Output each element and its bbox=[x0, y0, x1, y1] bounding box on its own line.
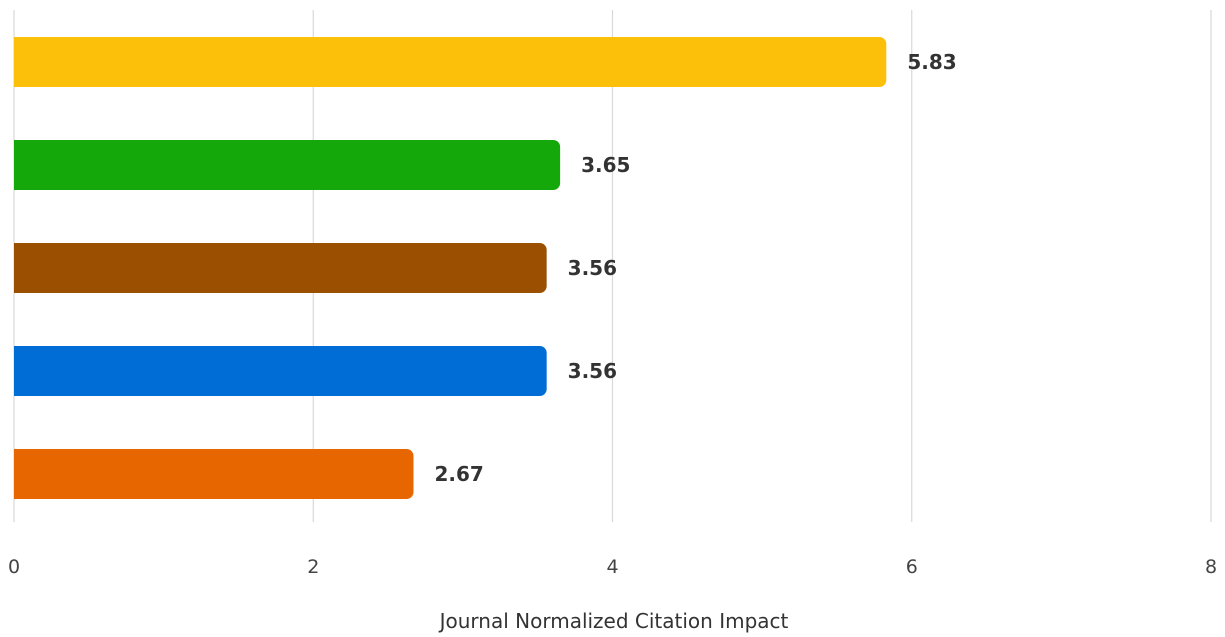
bar-value-label: 3.56 bbox=[568, 359, 617, 383]
bar-left-edge bbox=[14, 37, 22, 87]
x-tick-label: 6 bbox=[906, 556, 918, 578]
bar-left-edge bbox=[14, 243, 22, 293]
bar-value-label: 3.56 bbox=[568, 256, 617, 280]
bar-left-edge bbox=[14, 449, 22, 499]
x-axis-ticks: 0 2 4 6 8 bbox=[8, 556, 1217, 578]
x-tick-label: 4 bbox=[606, 556, 618, 578]
x-tick-label: 0 bbox=[8, 556, 20, 578]
bar-left-edge bbox=[14, 346, 22, 396]
bar bbox=[14, 140, 561, 190]
bar bbox=[14, 243, 547, 293]
x-tick-label: 8 bbox=[1205, 556, 1217, 578]
bar bbox=[14, 37, 887, 87]
bar bbox=[14, 449, 414, 499]
x-tick-label: 2 bbox=[307, 556, 319, 578]
grid-layer bbox=[13, 10, 1212, 522]
bar-value-label: 5.83 bbox=[907, 50, 956, 74]
bar-value-label: 2.67 bbox=[434, 462, 483, 486]
bar-layer: 5.83 3.65 3.56 3.56 2.67 bbox=[14, 37, 957, 499]
x-axis-title: Journal Normalized Citation Impact bbox=[438, 609, 789, 633]
bar bbox=[14, 346, 547, 396]
bar-value-label: 3.65 bbox=[581, 153, 630, 177]
bar-left-edge bbox=[14, 140, 22, 190]
